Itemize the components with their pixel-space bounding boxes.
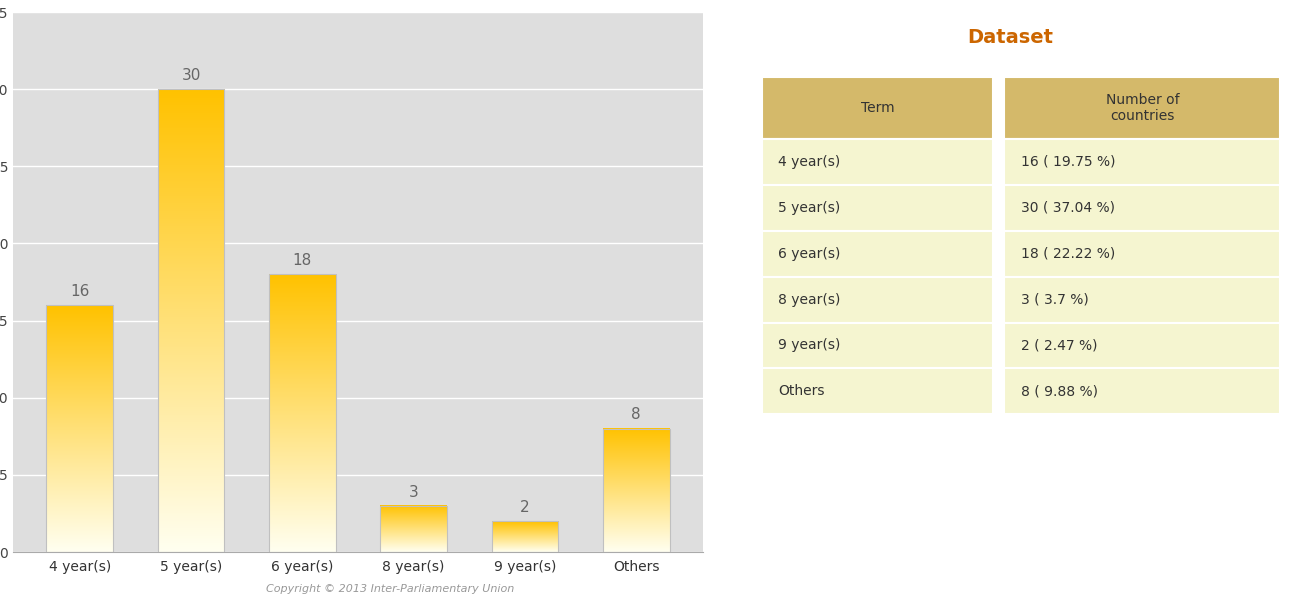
Text: 18 ( 22.22 %): 18 ( 22.22 %) bbox=[1021, 247, 1116, 260]
Text: 8 ( 9.88 %): 8 ( 9.88 %) bbox=[1021, 385, 1098, 398]
FancyBboxPatch shape bbox=[761, 323, 994, 368]
Text: 3: 3 bbox=[409, 485, 418, 500]
Text: 2: 2 bbox=[520, 500, 530, 515]
Text: 6 year(s): 6 year(s) bbox=[778, 247, 840, 260]
Text: 16 ( 19.75 %): 16 ( 19.75 %) bbox=[1021, 155, 1116, 169]
FancyBboxPatch shape bbox=[1004, 277, 1281, 323]
FancyBboxPatch shape bbox=[761, 77, 994, 139]
Bar bbox=[47, 305, 113, 552]
Text: Number of
countries: Number of countries bbox=[1105, 93, 1179, 123]
Bar bbox=[157, 89, 225, 552]
FancyBboxPatch shape bbox=[761, 185, 994, 230]
FancyBboxPatch shape bbox=[1004, 185, 1281, 230]
Text: 8: 8 bbox=[631, 407, 640, 422]
FancyBboxPatch shape bbox=[761, 139, 994, 185]
FancyBboxPatch shape bbox=[1004, 230, 1281, 277]
FancyBboxPatch shape bbox=[761, 277, 994, 323]
Text: Dataset: Dataset bbox=[966, 28, 1053, 47]
Bar bbox=[603, 428, 669, 552]
Text: 9 year(s): 9 year(s) bbox=[778, 338, 840, 352]
FancyBboxPatch shape bbox=[1004, 368, 1281, 415]
Text: 5 year(s): 5 year(s) bbox=[778, 201, 840, 215]
Text: Copyright © 2013 Inter-Parliamentary Union: Copyright © 2013 Inter-Parliamentary Uni… bbox=[265, 584, 514, 594]
Text: Others: Others bbox=[778, 385, 825, 398]
Text: 3 ( 3.7 %): 3 ( 3.7 %) bbox=[1021, 293, 1089, 307]
Text: 2 ( 2.47 %): 2 ( 2.47 %) bbox=[1021, 338, 1098, 352]
Text: 8 year(s): 8 year(s) bbox=[778, 293, 840, 307]
Text: 16: 16 bbox=[70, 284, 90, 299]
Bar bbox=[381, 506, 447, 552]
Text: 30 ( 37.04 %): 30 ( 37.04 %) bbox=[1021, 201, 1115, 215]
Text: 18: 18 bbox=[292, 253, 312, 268]
Text: 4 year(s): 4 year(s) bbox=[778, 155, 840, 169]
FancyBboxPatch shape bbox=[761, 230, 994, 277]
Text: Term: Term bbox=[861, 101, 894, 115]
FancyBboxPatch shape bbox=[1004, 323, 1281, 368]
FancyBboxPatch shape bbox=[761, 368, 994, 415]
Bar bbox=[491, 521, 559, 552]
Bar bbox=[269, 274, 335, 552]
FancyBboxPatch shape bbox=[1004, 139, 1281, 185]
FancyBboxPatch shape bbox=[1004, 77, 1281, 139]
Text: 30: 30 bbox=[182, 68, 201, 83]
